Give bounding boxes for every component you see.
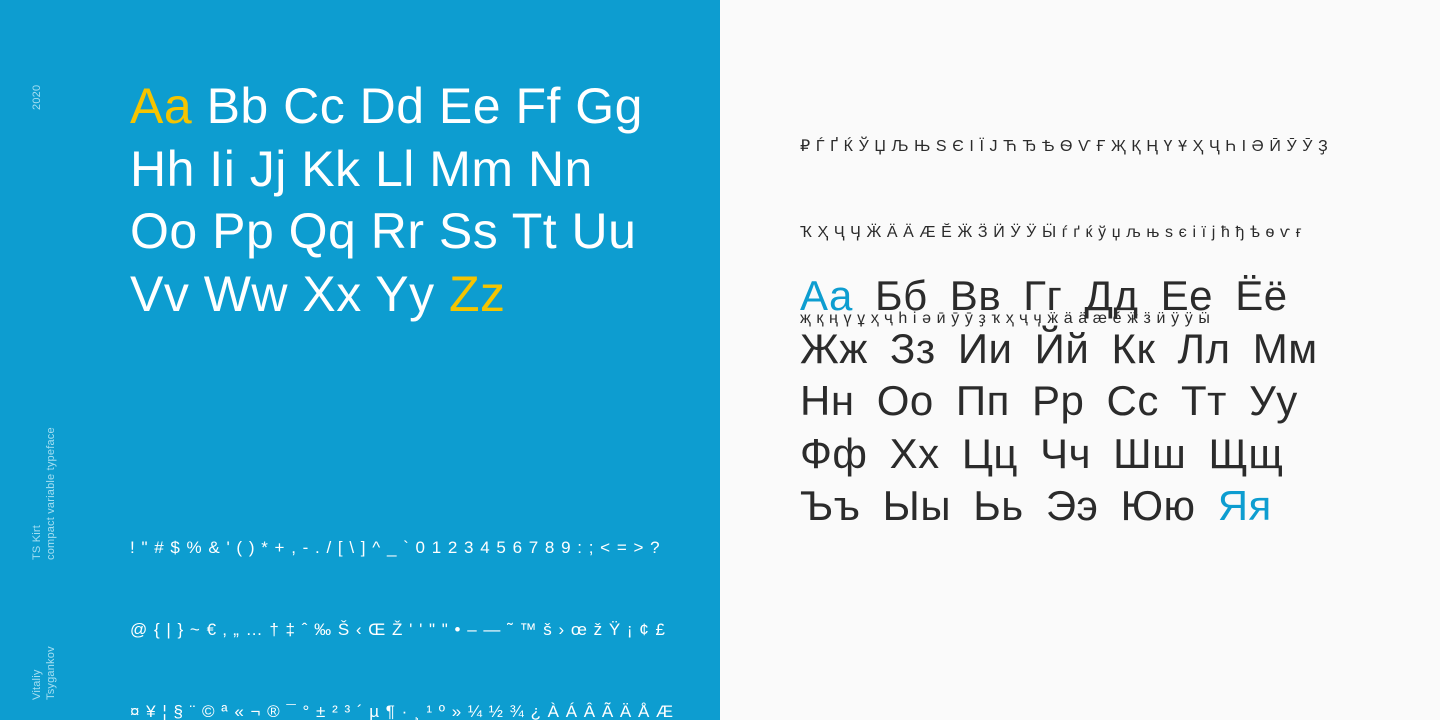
right-panel: ₽ Ѓ Ґ Ќ Ў Џ Љ Њ Ѕ Є І Ї Ј Ћ Ђ Ѣ Ѳ Ѵ Ғ Җ …	[720, 0, 1440, 720]
alphabet-letters: Ъъ Ыы Ьь Ээ Юю	[800, 482, 1218, 529]
author-first: Vitaliy	[31, 669, 43, 700]
alphabet-row: Жж Зз Ии Йй Кк Лл Мм	[800, 323, 1318, 376]
left-panel: 2020 TS Kirt compact variable typeface V…	[0, 0, 720, 720]
highlight-first-letter: Aa	[130, 78, 192, 134]
glyph-row: ₽ Ѓ Ґ Ќ Ў Џ Љ Њ Ѕ Є І Ї Ј Ћ Ђ Ѣ Ѳ Ѵ Ғ Җ …	[800, 133, 1375, 162]
cyrillic-alphabet-block: Аа Бб Вв Гг Дд Ее Ёё Жж Зз Ии Йй Кк Лл М…	[800, 270, 1318, 533]
alphabet-row: Hh Ii Jj Kk Ll Mm Nn	[130, 138, 643, 201]
typeface-name: TS Kirt	[31, 525, 43, 560]
alphabet-row: Аа Бб Вв Гг Дд Ее Ёё	[800, 270, 1318, 323]
highlight-last-letter: Яя	[1218, 482, 1272, 529]
typeface-desc: compact variable typeface	[45, 427, 57, 560]
alphabet-letters: Жж Зз Ии Йй Кк Лл Мм	[800, 325, 1318, 372]
alphabet-row: Фф Хх Цц Чч Шш Щщ	[800, 428, 1318, 481]
alphabet-row: Oo Pp Qq Rr Ss Tt Uu	[130, 200, 643, 263]
specimen-spread: 2020 TS Kirt compact variable typeface V…	[0, 0, 1440, 720]
alphabet-letters: Нн Оо Пп Рр Сс Тт Уу	[800, 377, 1298, 424]
alphabet-letters: Oo Pp Qq Rr Ss Tt Uu	[130, 203, 636, 259]
side-label-year: 2020	[30, 85, 44, 110]
alphabet-letters: Bb Cc Dd Ee Ff Gg	[192, 78, 643, 134]
glyph-row: @ { | } ~ € ‚ „ … † ‡ ˆ ‰ Š ‹ Œ Ž ' ' " …	[130, 616, 660, 643]
alphabet-letters: Hh Ii Jj Kk Ll Mm Nn	[130, 141, 593, 197]
side-label-author: Vitaliy Tsygankov	[30, 646, 59, 700]
alphabet-row: Aa Bb Cc Dd Ee Ff Gg	[130, 75, 643, 138]
glyph-row: ! " # $ % & ' ( ) * + , - . / [ \ ] ^ _ …	[130, 534, 660, 561]
latin-glyph-block: ! " # $ % & ' ( ) * + , - . / [ \ ] ^ _ …	[130, 480, 660, 720]
alphabet-letters: Фф Хх Цц Чч Шш Щщ	[800, 430, 1283, 477]
alphabet-row: Ъъ Ыы Ьь Ээ Юю Яя	[800, 480, 1318, 533]
alphabet-row: Нн Оо Пп Рр Сс Тт Уу	[800, 375, 1318, 428]
latin-alphabet-block: Aa Bb Cc Dd Ee Ff Gg Hh Ii Jj Kk Ll Mm N…	[130, 75, 643, 325]
highlight-last-letter: Zz	[449, 266, 506, 322]
glyph-row: Ҡ Ҳ Ҷ Ӌ Ӝ Ӓ Ӓ Ӕ Ӗ Ӝ Ӟ Ӥ Ӱ Ӱ Ӹ ѓ ґ ќ ў џ …	[800, 219, 1375, 248]
side-label-typeface: TS Kirt compact variable typeface	[30, 427, 59, 560]
highlight-first-letter: Аа	[800, 272, 853, 319]
alphabet-letters: Бб Вв Гг Дд Ее Ёё	[853, 272, 1288, 319]
glyph-row: ¤ ¥ ¦ § ¨ © ª « ¬ ® ¯ ° ± ² ³ ´ µ ¶ · ¸ …	[130, 698, 660, 720]
alphabet-row: Vv Ww Xx Yy Zz	[130, 263, 643, 326]
alphabet-letters: Vv Ww Xx Yy	[130, 266, 449, 322]
author-last: Tsygankov	[45, 646, 57, 700]
